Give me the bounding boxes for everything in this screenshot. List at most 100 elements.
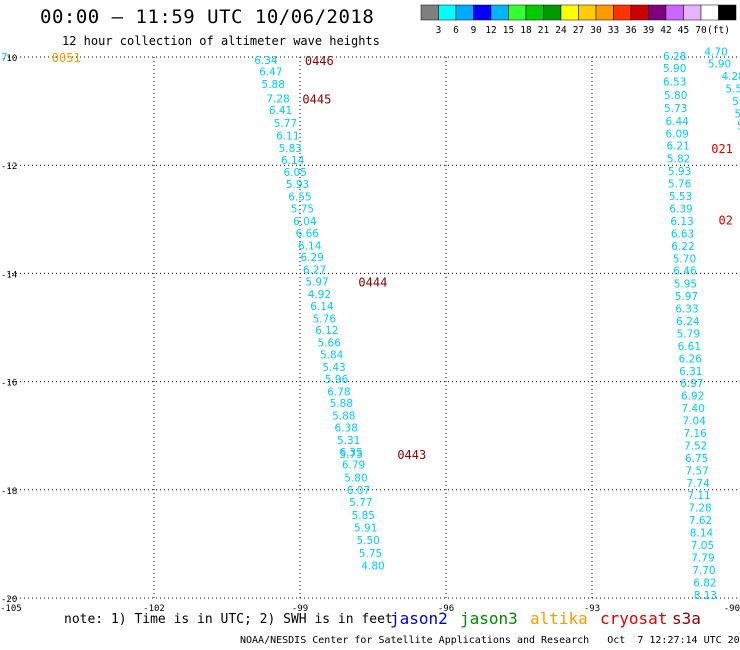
swh-value-label: 5.75: [291, 203, 314, 215]
swh-value-label: 4.70: [704, 47, 727, 59]
swh-value-label: 6.12: [315, 325, 338, 337]
swh-value-label: 6.27: [0, 52, 8, 64]
colorbar-label: 30: [590, 25, 602, 36]
color-scale: 3 6 9 12 15 18 21 24 27 30 33 36 39 42 45 70 (ft): [420, 4, 737, 36]
swh-value-label: 6.26: [679, 353, 703, 365]
swh-value-label: 6.33: [675, 304, 698, 316]
swh-value-label: 6.79: [342, 459, 365, 471]
swh-value-label: 6.05: [283, 167, 306, 179]
colorbar-label: 12: [485, 25, 496, 36]
swh-value-label: 5.51: [725, 83, 740, 95]
swh-value-label: 4.28: [721, 71, 740, 83]
swh-value-label: 5.2: [735, 108, 740, 120]
swh-value-label: 5.80: [664, 90, 687, 102]
swh-value-label: 6.55: [288, 192, 311, 204]
colorbar-label: 70: [695, 25, 707, 36]
swh-value-label: 5.77: [349, 497, 372, 509]
swh-value-label: 6.75: [685, 453, 708, 465]
colorbar-label: 15: [503, 25, 514, 36]
colorbar-label: 33: [608, 25, 619, 36]
swh-value-label: 6.29: [300, 252, 323, 264]
swh-value-label: 6.46: [673, 266, 697, 278]
swh-value-label: 8.13: [694, 590, 717, 602]
colorbar-label: 6: [453, 25, 459, 36]
swh-value-label: 6.13: [670, 216, 693, 228]
pass-time-label: 0445: [302, 93, 331, 107]
page-subtitle: 12 hour collection of altimeter wave hei…: [62, 34, 380, 48]
swh-value-label: 6.14: [298, 240, 322, 252]
colorbar-label: 21: [538, 25, 550, 36]
swh-value-label: 5.77: [274, 118, 297, 130]
swh-value-label: 5.96: [325, 374, 349, 386]
units-note: note: 1) Time is in UTC; 2) SWH is in fe…: [64, 612, 393, 627]
swh-value-label: 6.47: [259, 67, 282, 79]
swh-value-label: 8.14: [690, 528, 714, 540]
swh-value-label: 6.11: [276, 130, 299, 142]
swh-value-label: 6.31: [679, 366, 702, 378]
swh-value-label: 7.28: [688, 503, 711, 515]
colorbar-label: 39: [643, 25, 655, 36]
swh-value-label: 6.41: [269, 105, 292, 117]
swh-value-label: 6.82: [693, 577, 716, 589]
pass-time-label: 0444: [358, 276, 387, 290]
swh-value-label: 6.28: [663, 51, 686, 63]
colorbar-label: 42: [660, 25, 671, 36]
swh-value-label: 6.04: [293, 216, 317, 228]
swh-value-label: 6.22: [671, 241, 694, 253]
swh-value-label: 5.76: [313, 313, 337, 325]
swh-value-label: 5.53: [669, 191, 692, 203]
swh-value-label: 7.40: [682, 403, 705, 415]
swh-value-label: 5.93: [668, 166, 691, 178]
y-tick-label: -18: [1, 487, 17, 497]
swh-value-label: 6.38: [335, 423, 358, 435]
pass-time-label: 02: [719, 213, 733, 227]
colorbar-label: 36: [625, 25, 637, 36]
page-title: 00:00 — 11:59 UTC 10/06/2018: [40, 6, 375, 28]
swh-value-label: 6.34: [254, 55, 278, 67]
pass-time-label: 0446: [305, 54, 334, 68]
swh-value-label: 5.50: [356, 535, 379, 547]
swh-value-label: 5.75: [359, 548, 382, 560]
legend-jason2: jason2: [390, 609, 448, 628]
swh-value-label: 5.70: [673, 253, 696, 265]
swh-value-label: 6.35: [339, 447, 362, 459]
swh-value-label: 5.3: [737, 121, 740, 133]
legend-s3a: s3a: [672, 609, 701, 628]
swh-value-label: 5.93: [286, 179, 309, 191]
swh-value-label: 5.73: [664, 103, 687, 115]
legend-cryosat: cryosat: [600, 609, 668, 628]
legend-altika: altika: [530, 609, 588, 628]
swh-value-label: 7.79: [691, 552, 714, 564]
x-tick-label: -99: [292, 604, 308, 614]
swh-value-label: 6.39: [669, 203, 692, 215]
swh-value-label: 5.97: [675, 291, 698, 303]
swh-value-label: 5.43: [322, 362, 345, 374]
x-tick-label: -93: [584, 604, 600, 614]
y-tick-label: -10: [1, 54, 17, 64]
swh-value-label: 5.85: [352, 510, 375, 522]
swh-value-label: 7.52: [684, 440, 707, 452]
swh-value-label: 5.83: [279, 143, 302, 155]
swh-value-label: 7.11: [687, 490, 710, 502]
swh-value-label: 7.62: [689, 515, 712, 527]
x-tick-label: -96: [438, 604, 454, 614]
x-tick-label: -102: [143, 604, 165, 614]
swh-value-label: 6.27: [303, 265, 326, 277]
swh-value-label: 5.88: [332, 411, 355, 423]
swh-value-label: 6.44: [665, 116, 689, 128]
swh-value-label: 6.24: [676, 316, 700, 328]
swh-value-label: 6.07: [347, 485, 370, 497]
y-tick-label: -14: [1, 270, 17, 280]
swh-value-label: 5.82: [667, 154, 690, 166]
colorbar-label: 9: [471, 25, 477, 36]
swh-value-label: 7.74: [686, 478, 710, 490]
colorbar-swatch: [718, 4, 737, 21]
legend-jason3: jason3: [460, 609, 518, 628]
pass-time-label: 0443: [397, 448, 426, 462]
credit-line: NOAA/NESDIS Center for Satellite Applica…: [240, 635, 740, 646]
swh-value-label: 6.97: [680, 378, 703, 390]
colorbar-label: 45: [678, 25, 689, 36]
swh-value-label: 6.92: [681, 391, 704, 403]
swh-value-label: 5.80: [344, 472, 367, 484]
